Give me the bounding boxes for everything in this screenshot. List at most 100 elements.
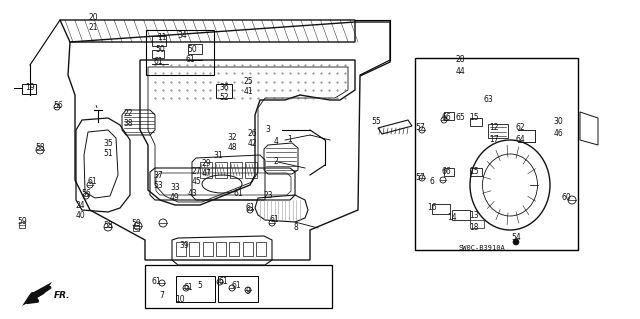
Bar	[470, 118, 482, 126]
Text: 4: 4	[273, 137, 278, 146]
Bar	[245, 162, 257, 178]
Text: 61: 61	[183, 284, 193, 293]
Bar	[256, 242, 266, 256]
Bar	[203, 242, 212, 256]
Text: 61: 61	[87, 177, 97, 187]
Text: 18: 18	[469, 224, 479, 233]
Text: 10: 10	[175, 295, 185, 305]
Bar	[200, 162, 212, 178]
Text: 17: 17	[489, 136, 499, 145]
Text: 11: 11	[157, 33, 167, 41]
Bar	[146, 30, 214, 75]
Text: 39: 39	[179, 241, 189, 249]
Text: 29: 29	[201, 159, 211, 167]
Bar	[444, 168, 454, 176]
Text: 51: 51	[103, 149, 113, 158]
Text: 61: 61	[269, 216, 279, 225]
Text: 21: 21	[88, 24, 98, 33]
Text: 6: 6	[429, 177, 435, 187]
Text: 58: 58	[103, 220, 113, 229]
Text: 56: 56	[81, 189, 91, 198]
Bar	[133, 225, 139, 231]
Text: 14: 14	[447, 213, 457, 222]
Text: 50: 50	[155, 46, 165, 55]
Bar	[176, 242, 186, 256]
Text: 8: 8	[294, 224, 298, 233]
Text: 61: 61	[245, 204, 255, 212]
Bar	[470, 220, 484, 228]
Text: 57: 57	[415, 174, 425, 182]
Text: 23: 23	[263, 190, 273, 199]
Text: 20: 20	[88, 13, 98, 23]
Text: 37: 37	[153, 170, 163, 180]
Text: 53: 53	[153, 181, 163, 189]
Bar	[243, 242, 253, 256]
Bar	[452, 210, 470, 220]
Bar	[22, 84, 36, 94]
Text: 49: 49	[170, 194, 180, 203]
Text: 32: 32	[227, 133, 237, 143]
Text: 54: 54	[511, 234, 521, 242]
Text: 34: 34	[177, 31, 187, 40]
Text: 61: 61	[151, 278, 161, 286]
Text: 42: 42	[247, 138, 257, 147]
Text: 47: 47	[201, 168, 211, 177]
Text: 59: 59	[17, 218, 27, 226]
Text: 44: 44	[455, 68, 465, 77]
Text: 28: 28	[455, 56, 465, 64]
Text: 33: 33	[170, 183, 180, 192]
Bar	[218, 276, 258, 302]
Text: 60: 60	[561, 194, 571, 203]
Bar	[216, 84, 232, 98]
Text: 36: 36	[219, 83, 229, 92]
Text: 62: 62	[515, 123, 525, 132]
Text: 63: 63	[483, 95, 493, 105]
Text: 12: 12	[489, 123, 499, 132]
Text: 61: 61	[231, 281, 241, 291]
Bar	[152, 36, 166, 46]
Text: 13: 13	[469, 211, 479, 220]
Text: 3: 3	[266, 125, 271, 135]
Text: 30: 30	[553, 117, 563, 127]
Text: 64: 64	[515, 136, 525, 145]
Text: 59: 59	[131, 219, 141, 228]
Text: 26: 26	[247, 129, 257, 137]
Text: 50: 50	[187, 46, 197, 55]
FancyArrowPatch shape	[96, 106, 97, 108]
Bar	[189, 242, 199, 256]
Text: 15: 15	[469, 167, 479, 176]
Bar	[230, 162, 242, 178]
Text: 61: 61	[233, 189, 243, 198]
Text: 43: 43	[187, 189, 197, 198]
Bar	[229, 242, 239, 256]
Text: 48: 48	[227, 144, 237, 152]
Bar	[432, 204, 450, 214]
Polygon shape	[22, 282, 52, 306]
Text: 22: 22	[124, 108, 132, 117]
Text: 5: 5	[198, 281, 202, 291]
Text: SW0C-B3910A: SW0C-B3910A	[459, 245, 506, 251]
Bar	[488, 124, 508, 138]
Text: 61: 61	[185, 56, 195, 64]
Text: 24: 24	[75, 202, 85, 211]
Text: 41: 41	[243, 87, 253, 97]
Text: 55: 55	[371, 117, 381, 127]
Bar	[444, 112, 454, 120]
Text: 9: 9	[246, 287, 250, 296]
Bar	[19, 222, 25, 228]
Text: 16: 16	[427, 204, 437, 212]
Bar	[188, 44, 202, 54]
Text: 45: 45	[191, 177, 201, 187]
Text: 31: 31	[213, 151, 223, 160]
Text: 61: 61	[218, 278, 228, 286]
Text: 66: 66	[441, 167, 451, 176]
Bar	[415, 58, 578, 250]
Bar	[145, 265, 332, 308]
Text: 40: 40	[75, 211, 85, 220]
Text: 1: 1	[287, 136, 292, 145]
Bar	[176, 276, 215, 302]
Bar	[152, 50, 164, 58]
Text: 7: 7	[159, 292, 164, 300]
Text: 61: 61	[153, 57, 163, 66]
Text: 46: 46	[553, 130, 563, 138]
